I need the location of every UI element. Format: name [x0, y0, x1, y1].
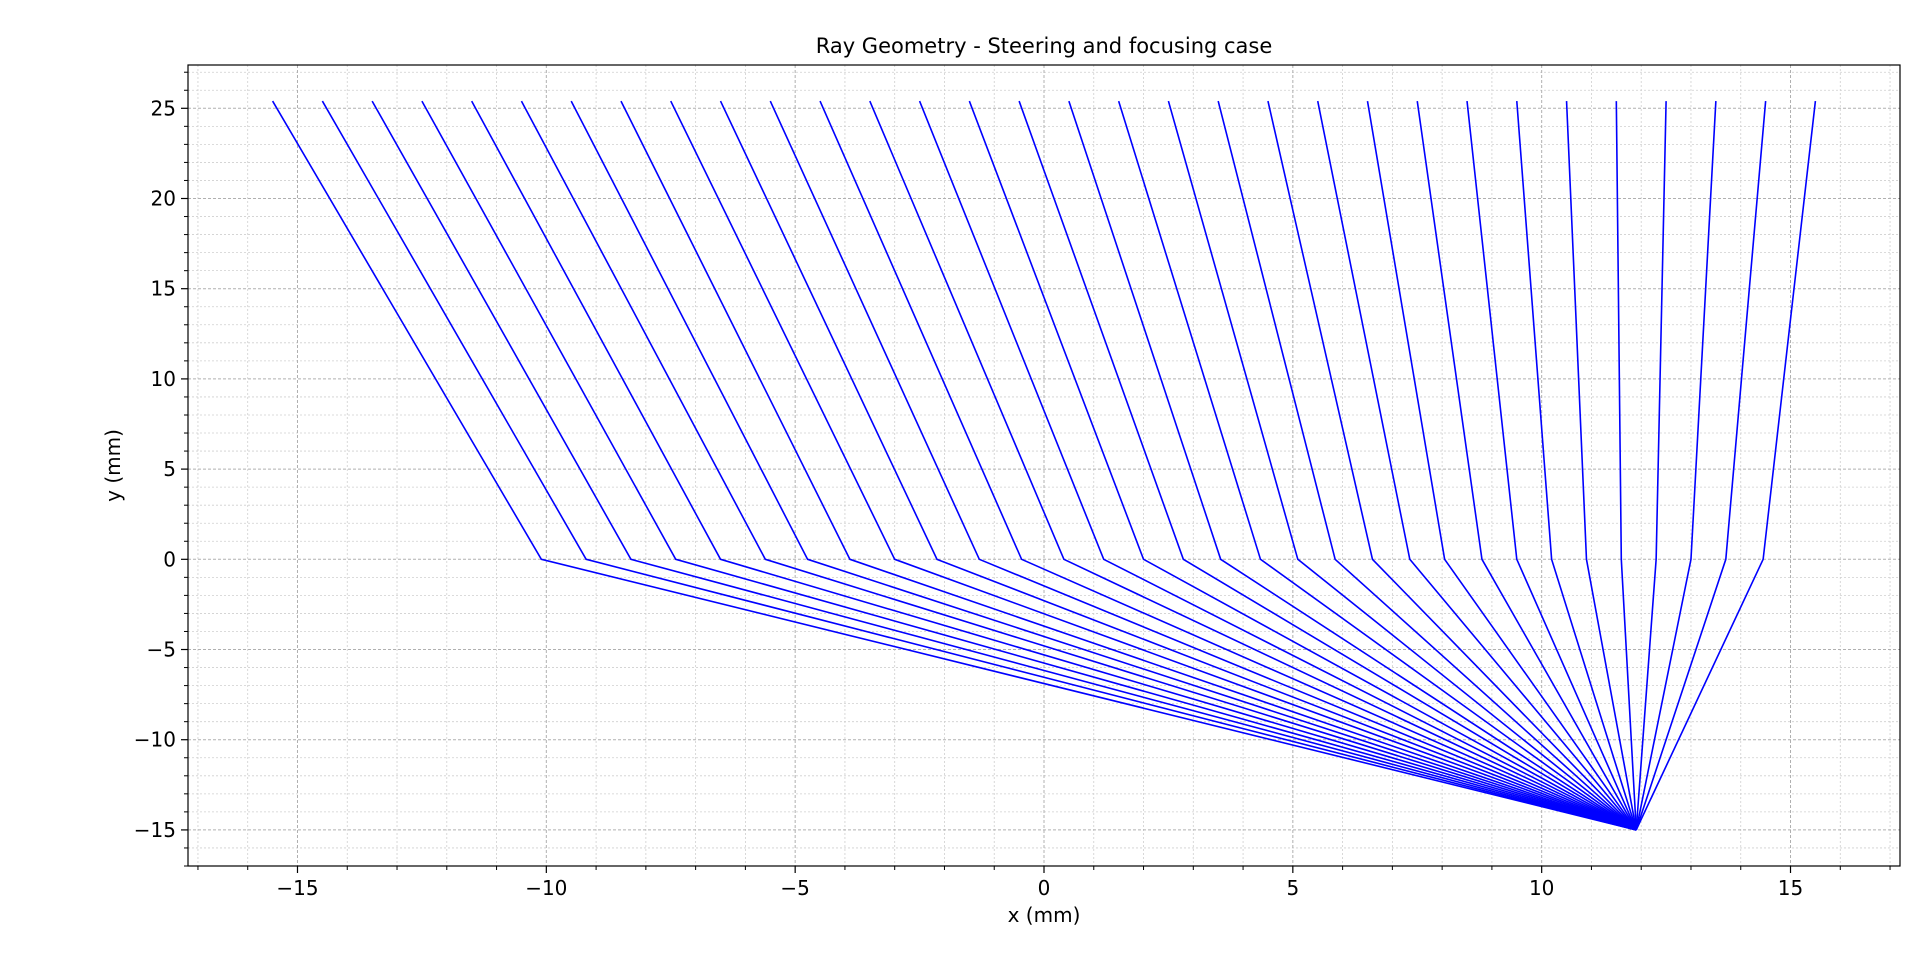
ray-path	[1217, 100, 1637, 831]
axis-ticks: −15 −10 −5 0 5 10 15 −15 −10 −5 0 5 10 15 20 25	[134, 71, 1891, 900]
ray-path	[620, 100, 1637, 831]
x-tick-label: 5	[1286, 876, 1299, 900]
y-tick-label: 5	[163, 457, 176, 481]
y-tick-label: 0	[163, 547, 176, 571]
ray-path	[769, 100, 1637, 831]
x-tick-label: 15	[1778, 876, 1803, 900]
ray-path	[1068, 100, 1637, 831]
ray-path	[1515, 101, 1637, 831]
ray-path	[1466, 100, 1637, 831]
y-tick-label: −10	[134, 728, 176, 752]
ray-path	[1167, 100, 1637, 831]
ray-path	[1635, 100, 1817, 831]
y-tick-label: 25	[151, 96, 176, 120]
ray-path	[1366, 100, 1637, 831]
ray-path	[719, 100, 1637, 831]
ray-path	[371, 100, 1637, 831]
y-axis-label: y (mm)	[101, 429, 125, 502]
x-tick-label: −10	[525, 876, 567, 900]
ray-path	[520, 100, 1637, 831]
ray-path	[570, 100, 1637, 831]
ray-path	[1416, 100, 1637, 831]
ray-path	[1565, 101, 1638, 831]
x-tick-label: 10	[1529, 876, 1554, 900]
ray-path	[1635, 101, 1667, 830]
ray-path	[1635, 101, 1717, 831]
ray-path	[819, 100, 1637, 831]
ray-path	[321, 100, 1637, 831]
y-tick-label: −5	[147, 638, 176, 662]
rays	[271, 100, 1817, 831]
ray-path	[421, 100, 1637, 831]
x-tick-label: 0	[1038, 876, 1051, 900]
ray-path	[1635, 101, 1767, 831]
x-tick-label: −5	[780, 876, 809, 900]
y-tick-label: 20	[151, 187, 176, 211]
x-axis-label: x (mm)	[1008, 903, 1081, 927]
ray-path	[1615, 101, 1638, 830]
ray-path	[869, 100, 1637, 831]
ray-path	[968, 100, 1637, 831]
ray-path	[918, 100, 1637, 831]
chart-title: Ray Geometry - Steering and focusing cas…	[816, 34, 1273, 58]
ray-path	[470, 100, 1637, 831]
y-tick-label: 10	[151, 367, 176, 391]
ray-path	[1267, 100, 1637, 831]
y-tick-label: 15	[151, 277, 176, 301]
ray-path	[670, 100, 1637, 831]
ray-path	[1018, 100, 1637, 831]
ray-path	[1316, 100, 1637, 831]
y-tick-label: −15	[134, 818, 176, 842]
x-tick-label: −15	[276, 876, 318, 900]
ray-path	[1117, 100, 1637, 831]
grid	[188, 65, 1900, 867]
ray-path	[271, 100, 1637, 831]
